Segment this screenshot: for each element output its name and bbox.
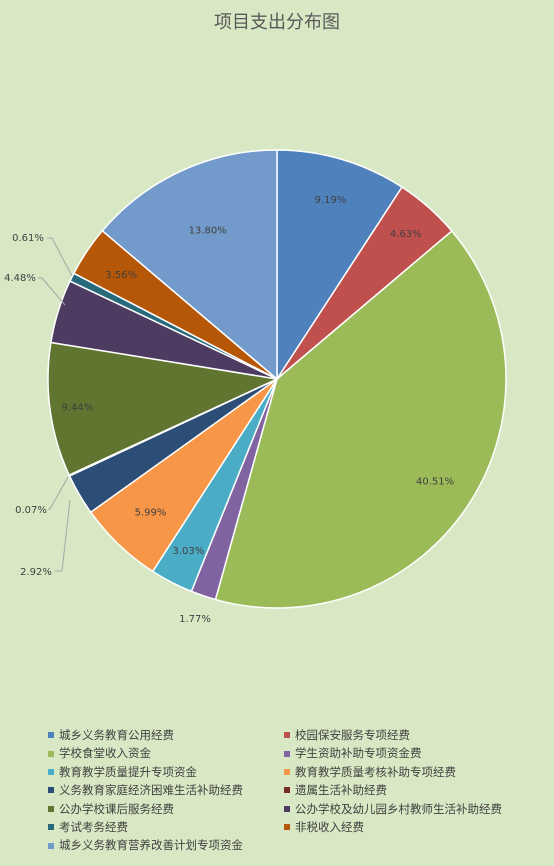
legend-label: 学校食堂收入资金: [59, 746, 151, 761]
data-label: 9.44%: [62, 402, 94, 413]
chart-title: 项目支出分布图: [214, 12, 340, 33]
leader-line: [55, 499, 71, 572]
legend-label: 考试考务经费: [59, 820, 128, 835]
legend-item: 城乡义务教育营养改善计划专项资金: [48, 836, 284, 854]
legend-swatch: [284, 824, 290, 831]
legend-swatch: [48, 750, 54, 757]
legend-item: 义务教育家庭经济困难生活补助经费: [48, 781, 284, 799]
pie-slice: [47, 341, 280, 477]
legend-item: 校园保安服务专项经费: [284, 726, 528, 744]
data-label: 0.61%: [12, 233, 44, 244]
legend-label: 遗属生活补助经费: [295, 783, 387, 798]
legend-label: 城乡义务教育公用经费: [59, 728, 174, 742]
leader-lines: [38, 237, 73, 572]
legend-label: 义务教育家庭经济困难生活补助经费: [59, 783, 243, 798]
legend-swatch: [48, 842, 54, 849]
pie-slice: [101, 149, 278, 381]
leader-line: [47, 237, 73, 277]
data-label: 1.77%: [179, 614, 211, 625]
legend-item: 遗属生活补助经费: [284, 781, 528, 799]
legend-item: 城乡义务教育公用经费: [48, 726, 284, 744]
legend-item: 教育教学质量考核补助专项经费: [284, 763, 528, 781]
data-label: 40.51%: [416, 476, 454, 487]
legend-swatch: [284, 750, 290, 757]
legend-swatch: [48, 769, 54, 776]
legend-item: 学校食堂收入资金: [48, 744, 284, 762]
leader-line: [38, 277, 66, 306]
legend-label: 城乡义务教育营养改善计划专项资金: [59, 838, 243, 853]
data-label: 9.19%: [315, 195, 347, 206]
legend-swatch: [48, 805, 54, 812]
legend-label: 公办学校课后服务经费: [59, 801, 174, 816]
legend-label: 教育教学质量考核补助专项经费: [295, 764, 456, 779]
data-label: 13.80%: [189, 225, 227, 236]
legend-label: 学生资助补助专项资金费: [295, 746, 422, 761]
legend-swatch: [284, 805, 290, 812]
data-label: 4.63%: [390, 229, 422, 240]
data-labels: 9.19% 4.63% 40.51% 1.77% 3.03% 5.99% 2.92% 0.07…: [4, 195, 454, 625]
leader-line: [48, 476, 69, 510]
data-label: 0.07%: [15, 505, 47, 516]
legend-item: 教育教学质量提升专项资金: [48, 763, 284, 781]
legend-swatch: [284, 787, 290, 794]
legend-item: 公办学校课后服务经费: [48, 800, 284, 818]
legend-label: 教育教学质量提升专项资金: [59, 764, 197, 779]
legend-item: 公办学校及幼儿园乡村教师生活补助经费: [284, 800, 528, 818]
pie-chart: 9.19% 4.63% 40.51% 1.77% 3.03% 5.99% 2.92% 0.07…: [4, 149, 507, 625]
pie-slices: [47, 149, 507, 609]
legend-swatch: [48, 732, 54, 739]
legend-label: 非税收入经费: [295, 820, 364, 835]
legend-swatch: [48, 787, 54, 794]
pie-slice: [276, 149, 404, 382]
pie-slice: [214, 229, 507, 609]
data-label: 5.99%: [135, 508, 167, 519]
legend-item: 考试考务经费: [48, 818, 284, 836]
legend-item: 非税收入经费: [284, 818, 528, 836]
data-label: 3.56%: [105, 270, 137, 281]
data-label: 2.92%: [20, 567, 52, 578]
legend-swatch: [48, 824, 54, 831]
legend-swatch: [284, 769, 290, 776]
data-label: 3.03%: [173, 546, 205, 557]
legend-label: 公办学校及幼儿园乡村教师生活补助经费: [295, 801, 502, 816]
legend: 城乡义务教育公用经费 校园保安服务专项经费学校食堂收入资金 学生资助补助专项资金费教…: [48, 726, 528, 855]
legend-swatch: [284, 732, 290, 739]
legend-item: 学生资助补助专项资金费: [284, 744, 528, 762]
legend-label: 校园保安服务专项经费: [295, 728, 410, 742]
data-label: 4.48%: [4, 273, 36, 284]
